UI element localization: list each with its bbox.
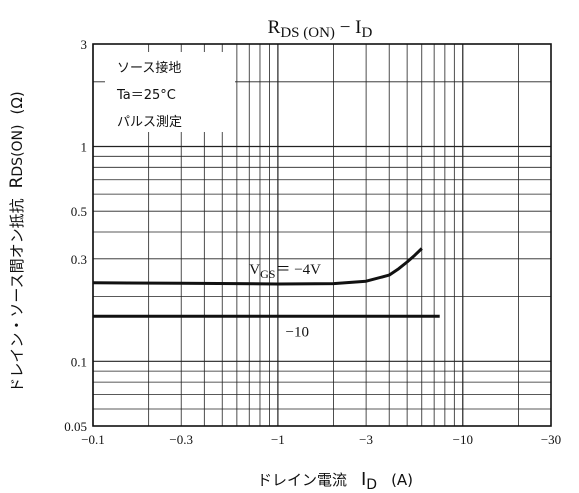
plot-frame [92, 43, 552, 427]
y-axis-symbol-sub: DS(ON) [10, 125, 26, 177]
condition-line-2: Ta＝25°C [116, 88, 176, 103]
y-tick-label: 0.1 [71, 354, 87, 369]
title-main-sub: DS (ON) [280, 25, 335, 41]
x-axis-symbol: I [361, 469, 366, 490]
y-tick-label: 0.05 [64, 419, 87, 434]
y-tick-label: 3 [81, 37, 88, 52]
y-tick-label: 0.5 [71, 204, 87, 219]
x-tick-label: −10 [453, 432, 473, 447]
y-axis-unit: (Ω) [8, 91, 26, 114]
x-axis-unit: (A) [391, 471, 413, 489]
y-tick-label: 0.3 [71, 252, 87, 267]
tick-labels: −0.1 −0.3 −1 −3 −10 −30 0.05 0.1 0.3 0.5 1 3 [64, 37, 561, 447]
x-tick-label: −0.1 [81, 432, 105, 447]
series-label: VGS＝ −4V [249, 262, 321, 281]
x-tick-label: −3 [359, 432, 373, 447]
title-tail-sub: D [361, 25, 372, 41]
condition-line-3: パルス測定 [117, 115, 182, 130]
x-axis-title: ドレイン電流 ID (A) [257, 469, 413, 493]
title-main: R [268, 17, 281, 38]
x-tick-label: −30 [541, 432, 561, 447]
y-tick-label: 1 [81, 139, 88, 154]
x-axis-symbol-sub: D [366, 477, 377, 493]
chart-title: RDS (ON) − ID [268, 17, 373, 41]
series-label: −10 [286, 324, 309, 340]
x-axis-title-text: ドレイン電流 [257, 471, 347, 489]
conditions-box [105, 52, 235, 132]
y-axis-title: ドレイン・ソース間オン抵抗 RDS(ON) (Ω) [7, 91, 27, 392]
condition-line-1: ソース接地 [117, 60, 181, 76]
y-axis-symbol: R [7, 176, 27, 188]
title-tail: I [355, 17, 361, 38]
x-tick-label: −1 [271, 432, 285, 447]
series-line [92, 247, 423, 286]
y-axis-title-text: ドレイン・ソース間オン抵抗 [8, 198, 26, 392]
title-sep: − [335, 17, 355, 38]
x-tick-label: −0.3 [169, 432, 193, 447]
series-group: VGS＝ −4V −10 [92, 247, 440, 340]
